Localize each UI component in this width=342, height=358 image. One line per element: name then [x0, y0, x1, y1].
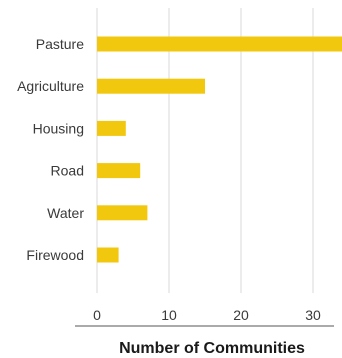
- category-label-water: Water: [47, 205, 84, 221]
- category-label-pasture: Pasture: [36, 36, 84, 52]
- category-label-agriculture: Agriculture: [17, 78, 84, 94]
- category-label-firewood: Firewood: [26, 247, 84, 263]
- bar-firewood: [97, 247, 119, 263]
- bars: [97, 36, 342, 263]
- category-labels: Pasture Agriculture Housing Road Water Firewo…: [17, 36, 84, 263]
- x-axis-title: Number of Communities: [119, 340, 305, 357]
- category-label-road: Road: [51, 163, 84, 179]
- bar-road: [97, 163, 141, 179]
- category-label-housing: Housing: [33, 120, 84, 136]
- x-tick-label: 30: [305, 307, 321, 323]
- bar-water: [97, 205, 148, 221]
- x-tick-label: 10: [161, 307, 177, 323]
- bar-agriculture: [97, 78, 205, 94]
- x-tick-label: 20: [233, 307, 249, 323]
- x-tick-label: 0: [93, 307, 101, 323]
- x-tick-labels: 0 10 20 30: [93, 307, 321, 323]
- gridlines: [96, 8, 314, 293]
- bar-housing: [97, 120, 126, 136]
- bar-pasture: [97, 36, 342, 52]
